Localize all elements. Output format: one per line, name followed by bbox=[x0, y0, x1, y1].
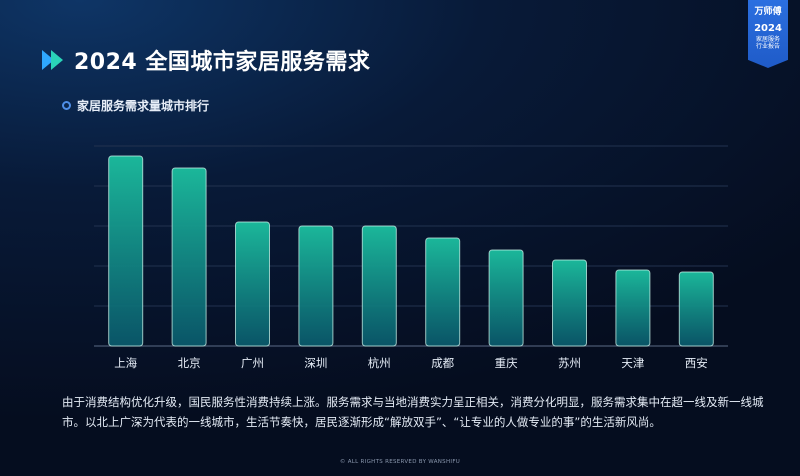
badge-line-2: 行业报告 bbox=[755, 42, 780, 50]
bar bbox=[488, 249, 524, 347]
x-tick-label: 苏州 bbox=[558, 356, 581, 370]
x-tick-label: 深圳 bbox=[304, 356, 327, 370]
ring-bullet-icon bbox=[62, 101, 71, 110]
description-paragraph: 由于消费结构优化升级，国民服务性消费持续上涨。服务需求与当地消费实力呈正相关，消… bbox=[62, 395, 764, 429]
bar bbox=[298, 225, 334, 347]
page-title: 2024 全国城市家居服务需求 bbox=[74, 50, 371, 75]
chart-title: 家居服务需求量城市排行 bbox=[77, 99, 210, 113]
badge-year: 2024 bbox=[754, 23, 782, 34]
x-tick-label: 重庆 bbox=[495, 356, 518, 370]
chart-title-row: 家居服务需求量城市排行 bbox=[62, 97, 209, 114]
bar bbox=[615, 269, 651, 347]
x-tick-label: 杭州 bbox=[368, 356, 391, 370]
copyright-footer: © ALL RIGHTS RESERVED BY WANSHIFU bbox=[339, 459, 461, 465]
bar bbox=[678, 271, 714, 347]
play-arrow-logo-icon bbox=[42, 50, 63, 70]
bar bbox=[425, 237, 461, 347]
bar bbox=[171, 167, 207, 347]
x-tick-label: 天津 bbox=[621, 356, 644, 370]
badge-line-1: 家居服务 bbox=[755, 36, 780, 43]
x-tick-label: 广州 bbox=[241, 356, 264, 370]
report-badge: 万师傅 2024 家居服务 行业报告 bbox=[748, 0, 788, 68]
x-tick-label: 成都 bbox=[431, 356, 454, 370]
bar bbox=[108, 155, 144, 347]
bar bbox=[361, 225, 397, 347]
x-tick-label: 北京 bbox=[178, 356, 201, 370]
bar bbox=[552, 259, 587, 347]
x-tick-label: 西安 bbox=[685, 356, 708, 370]
bar bbox=[235, 221, 270, 347]
x-tick-label: 上海 bbox=[114, 356, 137, 370]
badge-brand: 万师傅 bbox=[754, 7, 782, 17]
header: 2024 全国城市家居服务需求 bbox=[42, 44, 370, 76]
bar-chart: 上海 北京 广州 深圳 杭州 成都 重庆 苏州 天津 西安 bbox=[94, 145, 728, 370]
